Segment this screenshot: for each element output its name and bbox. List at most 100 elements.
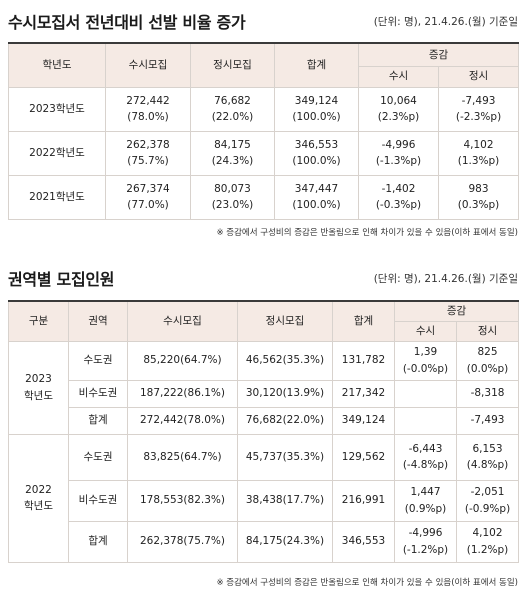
section1-unit: (단위: 명), 21.4.26.(월) 기준일	[373, 16, 518, 28]
table-row: 2023 학년도 수도권 85,220(64.7%) 46,562(35.3%) 131,…	[8, 340, 520, 435]
change-early-cell: -4,996 (-1.2%p)	[394, 520, 457, 563]
change-regular-cell-value: -7,493	[470, 414, 505, 427]
change-regular-cell-value: 4,102	[472, 527, 503, 540]
change-early-cell: -1,402 (-0.3%p)	[358, 174, 439, 220]
header-total: 합계	[274, 42, 359, 88]
early-cell: 178,553(82.3%)	[127, 479, 238, 522]
header-change: 증감	[393, 300, 520, 322]
group-year-cell: 2023 학년도	[8, 340, 69, 435]
change-early-cell-value: -4,996	[381, 138, 416, 151]
change-early-cell-percent: (-0.3%p)	[375, 199, 422, 211]
header-change: 증감	[357, 42, 520, 67]
regular-cell: 76,682(22.0%)	[237, 406, 333, 435]
total-cell: 129,562	[332, 433, 395, 481]
early-cell: 267,374 (77.0%)	[105, 174, 191, 220]
table-row: 2021학년도 267,374 (77.0%) 80,073 (23.0%) 347,44…	[8, 174, 520, 220]
header-change-regular: 정시	[455, 320, 520, 342]
section2-note: ※ 증감에서 구성비의 증감은 반올림으로 인해 차이가 있을 수 있음(이하 …	[216, 578, 518, 588]
total-cell: 131,782	[332, 340, 395, 381]
regular-cell-value: 84,175	[214, 138, 251, 151]
early-cell: 262,378 (75.7%)	[105, 130, 191, 176]
early-cell-value: 267,374	[126, 182, 170, 195]
regular-cell-percent: (22.0%)	[211, 111, 254, 123]
group-year-cell-percent: 학년도	[24, 389, 53, 402]
change-regular-cell-percent: (0.3%p)	[457, 199, 500, 211]
regular-cell: 30,120(13.9%)	[237, 379, 333, 408]
table-row: 2023학년도 272,442 (78.0%) 76,682 (22.0%) 349,12…	[8, 86, 520, 132]
section2-unit: (단위: 명), 21.4.26.(월) 기준일	[373, 273, 518, 285]
header-year: 학년도	[8, 42, 106, 88]
yearly-ratio-table: 학년도 수시모집 정시모집 합계 증감 수시 정시 2023학년도 272,442…	[8, 42, 520, 220]
total-cell: 346,553 (100.0%)	[274, 130, 359, 176]
header-change-early: 수시	[358, 65, 439, 88]
group-year-cell-percent: 학년도	[24, 500, 53, 512]
regular-cell: 84,175(24.3%)	[237, 520, 333, 563]
section1-title: 수시모집서 전년대비 선발 비율 증가	[8, 13, 246, 32]
change-early-cell: 10,064 (2.3%p)	[358, 86, 439, 132]
region-cell: 합계	[68, 520, 128, 563]
regular-cell: 46,562(35.3%)	[237, 340, 333, 381]
early-cell: 272,442(78.0%)	[127, 406, 238, 435]
change-early-cell	[394, 406, 457, 435]
change-early-cell: -6,443 (-4.8%p)	[394, 433, 457, 481]
early-cell: 85,220(64.7%)	[127, 340, 238, 381]
early-cell: 83,825(64.7%)	[127, 433, 238, 481]
regular-cell: 84,175 (24.3%)	[190, 130, 275, 176]
change-early-cell: 1,447 (0.9%p)	[394, 479, 457, 522]
regular-cell-percent: (23.0%)	[211, 199, 254, 211]
change-regular-cell-percent: (1.3%p)	[457, 155, 500, 167]
early-cell-percent: (78.0%)	[127, 111, 169, 123]
region-cell: 수도권	[68, 433, 128, 481]
change-regular-cell-value: -8,318	[470, 387, 505, 400]
header-region: 권역	[68, 300, 128, 342]
regular-cell-value: 76,682	[214, 94, 251, 107]
change-early-cell: -4,996 (-1.3%p)	[358, 130, 439, 176]
change-early-cell-value: 10,064	[380, 94, 417, 107]
group-year-cell: 2022 학년도	[8, 433, 69, 563]
change-early-cell	[394, 379, 457, 408]
early-cell-percent: (75.7%)	[127, 155, 169, 167]
change-regular-cell: -2,051 (-0.9%p)	[455, 479, 520, 522]
early-cell: 187,222(86.1%)	[127, 379, 238, 408]
table-row: 2022 학년도 수도권 83,825(64.7%) 45,737(35.3%) 129,…	[8, 433, 520, 563]
region-cell: 합계	[68, 406, 128, 435]
change-early-cell-percent: (-1.3%p)	[375, 155, 422, 167]
regular-cell: 38,438(17.7%)	[237, 479, 333, 522]
table-row: 비수도권 187,222(86.1%) 30,120(13.9%) 217,342 -8…	[9, 379, 520, 408]
header-total: 합계	[332, 300, 395, 342]
total-cell: 349,124 (100.0%)	[274, 86, 359, 132]
change-early-cell-percent: (-1.2%p)	[402, 543, 449, 556]
total-cell-value: 346,553	[294, 138, 339, 151]
header-early: 수시모집	[127, 300, 238, 342]
total-cell-percent: (100.0%)	[292, 155, 341, 167]
change-early-cell: 1,39 (-0.0%p)	[394, 340, 457, 381]
early-cell-value: 272,442	[126, 94, 170, 107]
header-regular: 정시모집	[237, 300, 333, 342]
section1-note: ※ 증감에서 구성비의 증감은 반올림으로 인해 차이가 있을 수 있음(이하 …	[216, 228, 518, 238]
header-change-regular: 정시	[437, 65, 520, 88]
change-regular-cell: 6,153 (4.8%p)	[455, 433, 520, 481]
change-early-cell-value: -4,996	[408, 527, 443, 540]
total-cell: 216,991	[332, 479, 395, 522]
header-change-early: 수시	[394, 320, 457, 342]
total-cell: 346,553	[332, 520, 395, 563]
change-regular-cell: -8,318	[455, 379, 520, 408]
regular-cell-percent: (24.3%)	[211, 155, 254, 167]
change-regular-cell: 825 (0.0%p)	[455, 340, 520, 381]
total-cell-percent: (100.0%)	[292, 199, 341, 211]
early-cell: 272,442 (78.0%)	[105, 86, 191, 132]
change-early-cell-percent: (0.9%p)	[404, 502, 447, 515]
change-regular-cell-value: -7,493	[461, 94, 496, 107]
table-row: 합계 272,442(78.0%) 76,682(22.0%) 349,124 -7,4…	[9, 406, 520, 435]
table-row: 비수도권 178,553(82.3%) 38,438(17.7%) 216,991 1,…	[9, 479, 520, 522]
group-year-cell-value: 2022	[25, 483, 52, 496]
region-cell: 비수도권	[68, 479, 128, 522]
change-regular-cell-value: 4,102	[463, 138, 494, 151]
change-early-cell-value: -6,443	[408, 442, 443, 455]
regular-cell-value: 80,073	[214, 182, 251, 195]
year-cell: 2021학년도	[8, 174, 106, 220]
year-cell: 2022학년도	[8, 130, 106, 176]
table-row: 2022학년도 262,378 (75.7%) 84,175 (24.3%) 346,55…	[8, 130, 520, 176]
total-cell: 349,124	[332, 406, 395, 435]
change-early-cell-value: 1,39	[413, 346, 438, 359]
